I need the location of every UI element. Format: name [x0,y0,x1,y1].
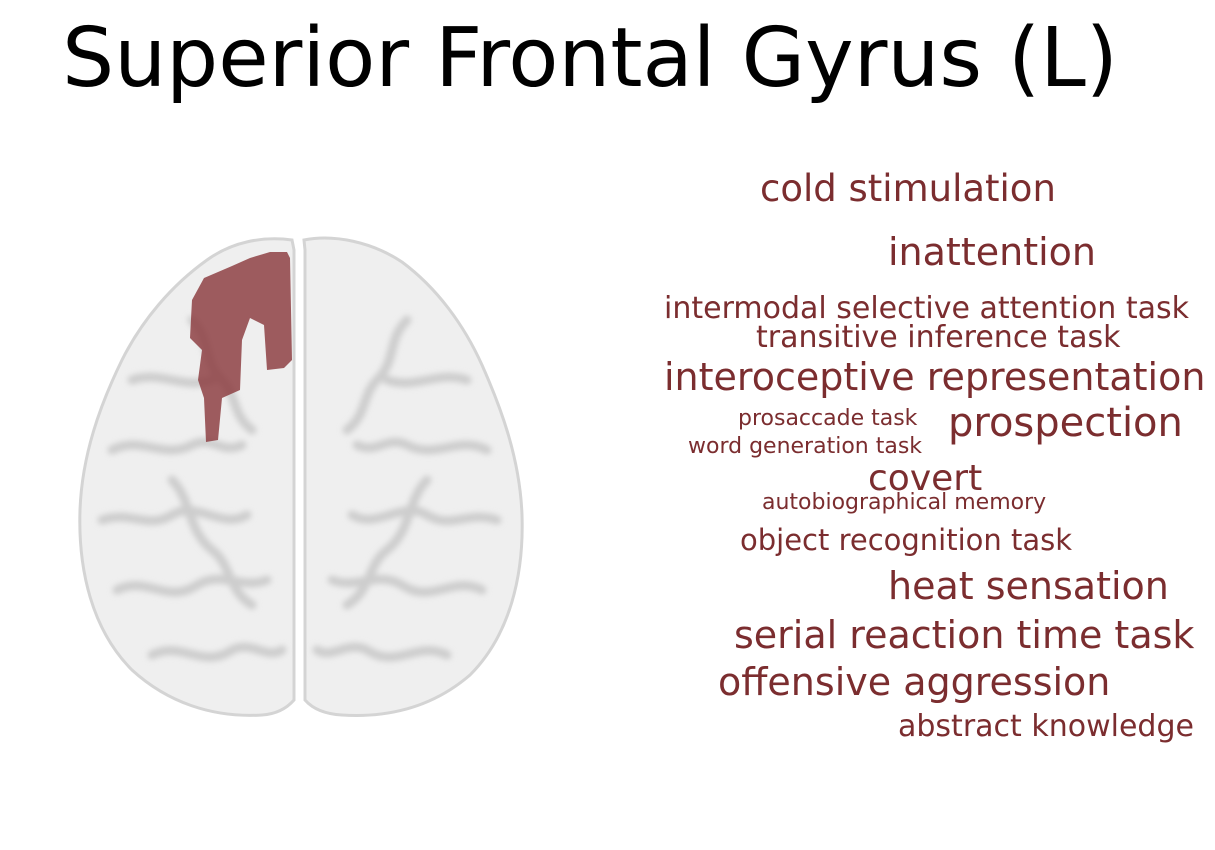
page-title: Superior Frontal Gyrus (L) [62,11,1118,106]
term-interoceptive-representation: interoceptive representation [664,355,1206,399]
brain-axial-image [78,236,524,717]
term-transitive-inference-task: transitive inference task [756,320,1121,355]
highlighted-region [190,252,292,442]
term-autobiographical-memory: autobiographical memory [762,490,1047,515]
term-prospection: prospection [948,400,1183,446]
brain-sulci [97,315,502,662]
term-covert: covert [868,458,983,499]
right-hemisphere [302,236,524,717]
term-inattention: inattention [888,230,1096,274]
term-object-recognition-task: object recognition task [740,523,1073,557]
term-serial-reaction-time-task: serial reaction time task [734,613,1195,657]
term-heat-sensation: heat sensation [888,564,1169,608]
term-abstract-knowledge: abstract knowledge [898,709,1194,744]
term-intermodal-selective-attention-task: intermodal selective attention task [664,291,1189,326]
term-word-generation-task: word generation task [688,434,923,459]
term-offensive-aggression: offensive aggression [718,660,1111,704]
term-cold-stimulation: cold stimulation [760,167,1056,210]
term-prosaccade-task: prosaccade task [738,406,918,431]
